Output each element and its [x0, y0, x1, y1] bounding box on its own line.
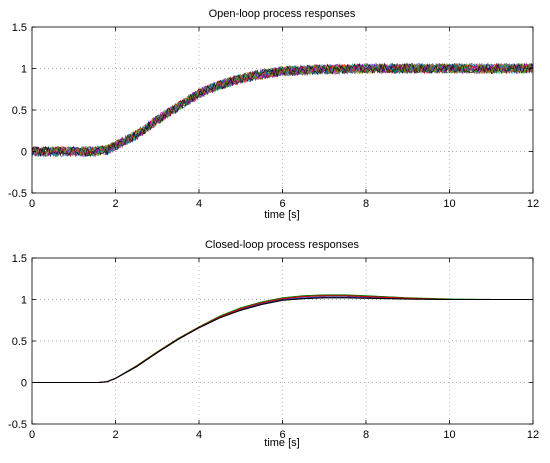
x-tick-label: 2: [112, 429, 118, 441]
x-tick-label: 6: [279, 429, 285, 441]
series-line: [32, 297, 533, 384]
series-line: [31, 62, 534, 158]
x-tick-label: 6: [279, 198, 285, 210]
series-line: [31, 62, 534, 158]
x-tick-label: 2: [112, 198, 118, 210]
grid: [32, 27, 533, 193]
series-line: [31, 62, 534, 157]
series-line: [31, 62, 534, 158]
y-tick-label: 0.5: [12, 105, 27, 117]
x-axis-label: time [s]: [264, 437, 299, 449]
y-tick-label: 1: [21, 64, 27, 76]
series-line: [31, 62, 534, 158]
y-tick-label: 0.5: [12, 336, 27, 348]
series-line: [31, 62, 534, 157]
x-tick-label: 10: [443, 198, 455, 210]
series-line: [31, 62, 534, 158]
y-tick-label: 0: [21, 378, 27, 390]
x-tick-label: 0: [29, 429, 35, 441]
series-group: [32, 294, 533, 384]
series-line: [31, 62, 534, 157]
series-line: [32, 295, 533, 384]
series-line: [31, 62, 534, 158]
series-line: [31, 62, 534, 158]
chart-title: Open-loop process responses: [209, 8, 356, 20]
x-tick-label: 4: [196, 429, 202, 441]
series-line: [31, 62, 534, 158]
y-tick-label: 1: [21, 295, 27, 307]
chart-title: Closed-loop process responses: [205, 239, 360, 251]
y-tick-label: -0.5: [8, 419, 27, 431]
series-group: [31, 62, 534, 158]
x-tick-label: 4: [196, 198, 202, 210]
series-line: [31, 62, 534, 158]
y-tick-label: -0.5: [8, 188, 27, 200]
series-line: [31, 62, 534, 158]
y-tick-label: 0: [21, 147, 27, 159]
x-tick-label: 12: [527, 429, 539, 441]
series-line: [31, 62, 534, 158]
y-tick-label: 1.5: [12, 22, 27, 34]
series-line: [31, 62, 534, 156]
chart-open-loop: Open-loop process responses 0 2 4 6 8 10 12-0.…: [8, 8, 539, 221]
series-line: [31, 62, 534, 158]
x-tick-label: 10: [443, 429, 455, 441]
x-axis-label: time [s]: [264, 209, 299, 221]
x-tick-label: 8: [363, 198, 369, 210]
series-line: [31, 62, 534, 157]
series-line: [32, 296, 533, 384]
chart-closed-loop: Closed-loop process responses 0 2 4 6 8 10 12-…: [8, 239, 539, 449]
series-line: [31, 62, 534, 157]
tick-labels: 0 2 4 6 8 10 12-0.500.511.5: [8, 22, 539, 210]
x-tick-label: 8: [363, 429, 369, 441]
series-line: [31, 62, 534, 157]
x-tick-label: 12: [527, 198, 539, 210]
series-line: [31, 62, 534, 157]
series-line: [31, 62, 534, 157]
grid: [32, 258, 533, 424]
tick-labels: 0 2 4 6 8 10 12-0.500.511.5: [8, 253, 539, 441]
y-tick-label: 1.5: [12, 253, 27, 265]
x-tick-label: 0: [29, 198, 35, 210]
